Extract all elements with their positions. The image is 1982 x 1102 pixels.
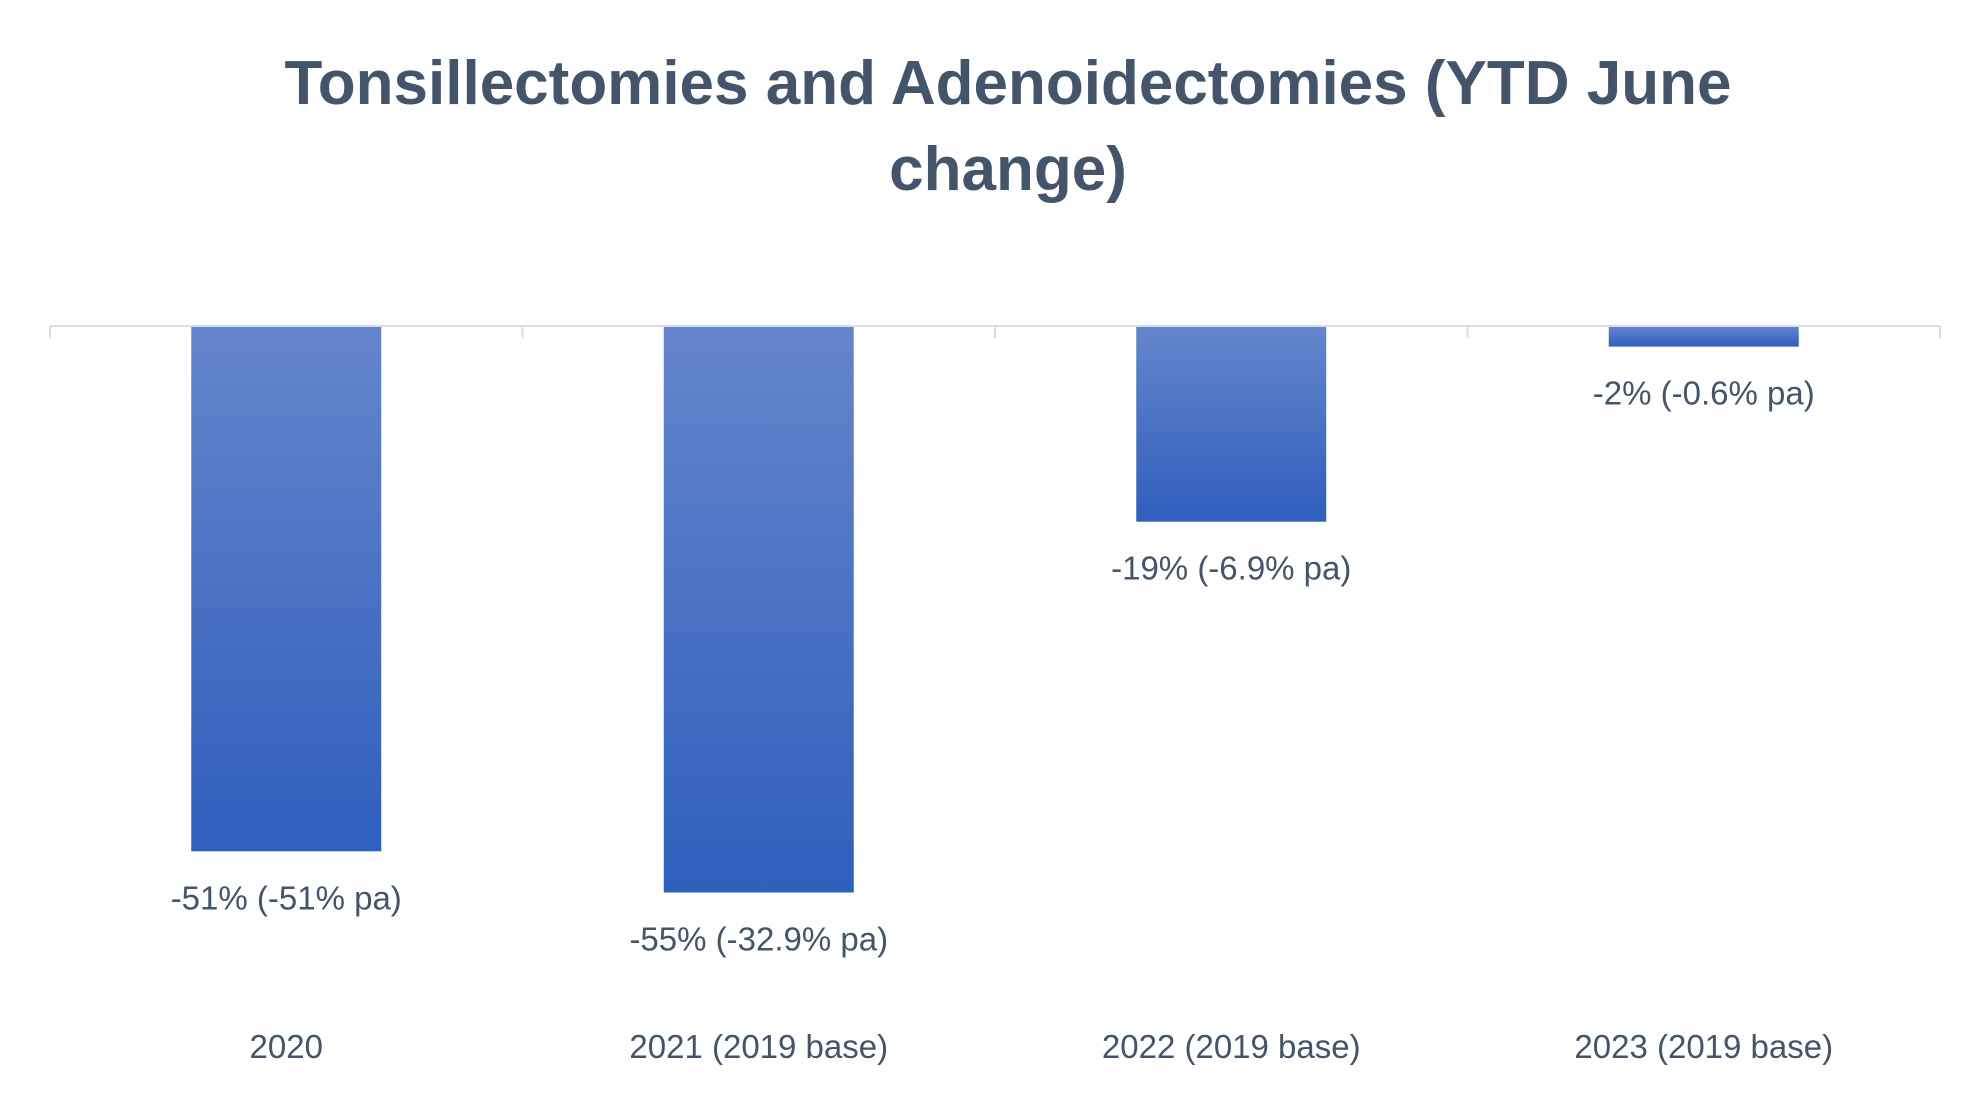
x-axis — [49, 325, 1941, 338]
x-tick-label-2: 2022 (2019 base) — [1102, 1028, 1361, 1065]
bar-0 — [191, 326, 382, 852]
bar-2 — [1136, 326, 1327, 522]
x-tick-label-0: 2020 — [250, 1028, 323, 1065]
bar-1 — [663, 326, 854, 893]
data-labels-group: -51% (-51% pa) -55% (-32.9% pa) -19% (-6.9… — [171, 375, 1815, 958]
chart-title-line-2: change) — [889, 135, 1127, 204]
chart-title-line-1: Tonsillectomies and Adenoidectomies (YTD… — [285, 49, 1732, 118]
tick-labels-group: 2020 2021 (2019 base) 2022 (2019 base) 2023… — [250, 1028, 1834, 1065]
bar-3 — [1608, 326, 1799, 347]
data-label-2: -19% (-6.9% pa) — [1111, 550, 1351, 587]
data-label-3: -2% (-0.6% pa) — [1593, 375, 1815, 412]
x-tick-label-1: 2021 (2019 base) — [629, 1028, 888, 1065]
data-label-1: -55% (-32.9% pa) — [629, 921, 888, 958]
x-tick-label-3: 2023 (2019 base) — [1574, 1028, 1833, 1065]
data-label-0: -51% (-51% pa) — [171, 879, 402, 916]
bars-group — [191, 326, 1799, 893]
